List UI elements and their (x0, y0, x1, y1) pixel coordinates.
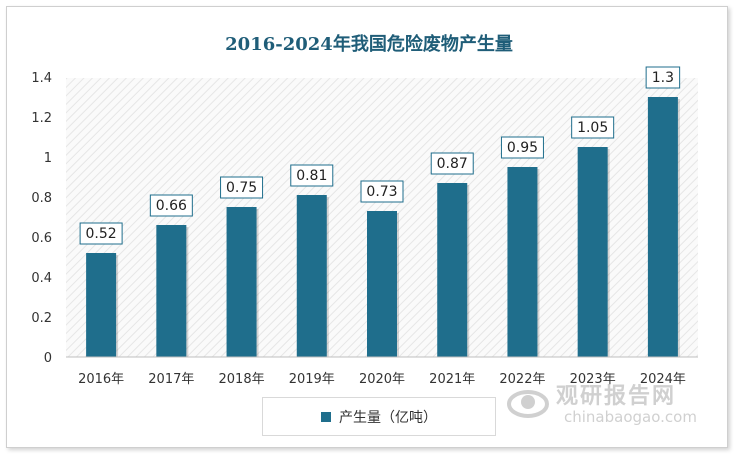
x-tick-label: 2024年 (640, 372, 686, 387)
chart-title: 2016-2024年我国危险废物产生量 (225, 34, 513, 55)
data-label: 1.3 (652, 70, 674, 86)
bar (437, 183, 468, 357)
y-tick-label: 1.4 (31, 71, 52, 86)
legend-swatch (321, 411, 331, 422)
data-label-box (360, 180, 404, 203)
y-tick-label: 1 (44, 151, 52, 166)
x-tick-label: 2017年 (148, 372, 194, 387)
y-tick-label: 0.6 (31, 231, 52, 246)
x-tick-label: 2023年 (570, 372, 616, 387)
x-tick-label: 2018年 (219, 372, 265, 387)
y-tick-label: 0.4 (31, 271, 52, 286)
data-label-box (290, 164, 334, 187)
y-tick-label: 0 (44, 351, 52, 366)
data-label-box (430, 152, 474, 175)
data-label-box (500, 136, 544, 159)
bar (647, 97, 678, 357)
data-label: 0.75 (226, 180, 257, 196)
data-label-box (571, 116, 615, 139)
data-label: 0.73 (366, 184, 397, 200)
x-tick-label: 2019年 (289, 372, 335, 387)
x-tick-label: 2021年 (429, 372, 475, 387)
data-label-box (645, 66, 681, 89)
data-label: 0.81 (296, 168, 327, 184)
bar (226, 207, 257, 357)
x-tick-label: 2022年 (499, 372, 545, 387)
data-label: 0.52 (86, 226, 117, 242)
y-tick-label: 0.2 (31, 311, 52, 326)
data-label: 0.66 (156, 198, 187, 214)
bar (156, 225, 187, 357)
y-tick-label: 0.8 (31, 191, 52, 206)
bar (296, 195, 327, 357)
bar (507, 167, 538, 357)
data-label-box (79, 222, 123, 245)
bar (577, 147, 608, 357)
bar (367, 211, 397, 357)
legend-label: 产生量（亿吨） (339, 409, 437, 426)
bar (86, 253, 117, 357)
y-tick-label: 1.2 (31, 111, 52, 126)
data-label-box (149, 194, 193, 217)
data-label: 0.87 (437, 156, 468, 172)
data-label-box (220, 176, 264, 199)
data-label: 0.95 (507, 140, 538, 156)
data-label: 1.05 (577, 120, 608, 136)
x-tick-label: 2020年 (359, 372, 405, 387)
x-tick-label: 2016年 (78, 372, 124, 387)
legend: 产生量（亿吨） (262, 397, 496, 436)
